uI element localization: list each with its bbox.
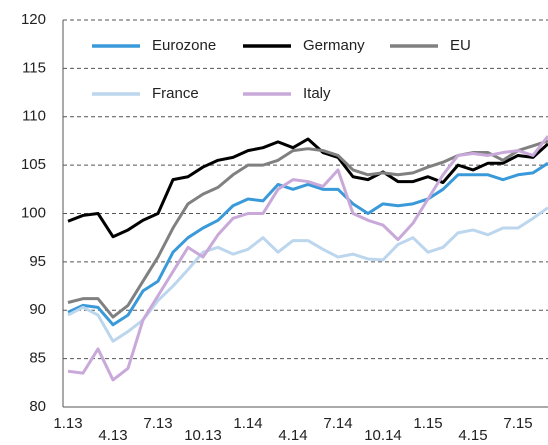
y-tick-label: 90	[29, 301, 46, 318]
x-tick-label: 1.15	[413, 415, 442, 432]
y-tick-label: 110	[22, 108, 46, 125]
x-tick-label: 7.15	[503, 415, 532, 432]
y-tick-label: 115	[22, 59, 46, 76]
series-line	[67, 206, 548, 343]
x-tick-label: 4.14	[278, 427, 307, 440]
series-line	[67, 135, 548, 382]
x-tick-label: 4.13	[98, 427, 127, 440]
legend-label: France	[152, 85, 199, 102]
y-tick-label: 120	[21, 11, 46, 28]
legend-label: Eurozone	[152, 37, 216, 54]
x-tick-label: 1.14	[233, 415, 262, 432]
y-tick-label: 100	[21, 204, 46, 221]
legend-label: Italy	[303, 85, 331, 102]
y-tick-label: 95	[29, 253, 46, 270]
series-line	[67, 161, 548, 327]
series-line	[67, 137, 548, 239]
x-tick-label: 7.14	[323, 415, 352, 432]
y-tick-label: 85	[29, 350, 46, 367]
legend-label: EU	[450, 37, 471, 54]
x-tick-label: 4.15	[458, 427, 487, 440]
x-tick-label: 1.13	[53, 415, 82, 432]
x-tick-label: 7.13	[143, 415, 172, 432]
y-tick-label: 80	[29, 398, 46, 415]
x-tick-label: 10.14	[364, 427, 402, 440]
legend-label: Germany	[303, 37, 365, 54]
x-tick-label: 10.13	[184, 427, 222, 440]
y-tick-label: 105	[21, 156, 46, 173]
